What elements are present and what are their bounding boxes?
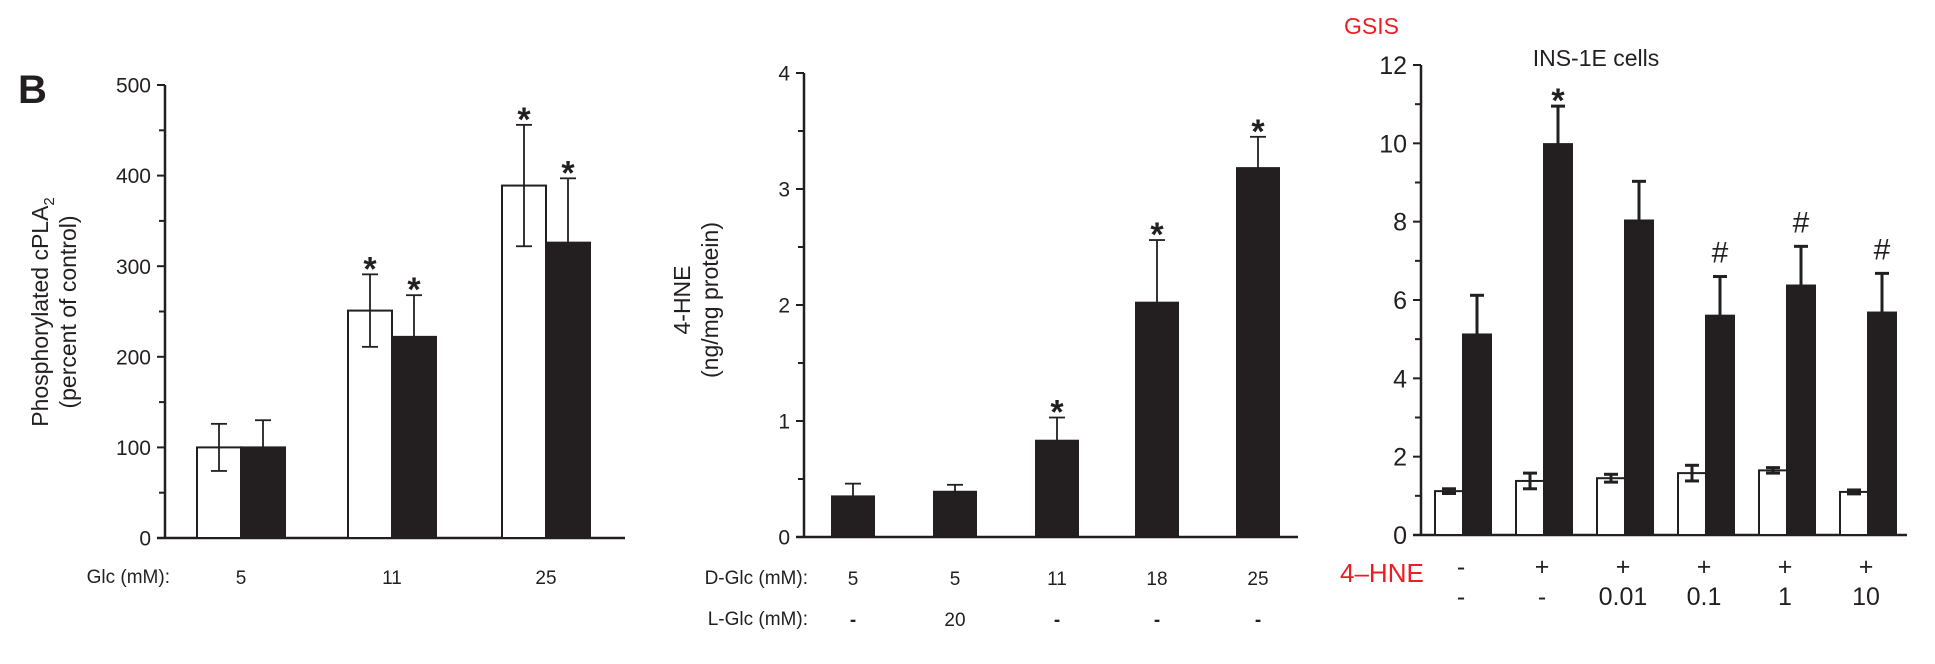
panel2-significance-marker: * xyxy=(1150,216,1164,254)
panel1-bar-filled xyxy=(391,335,437,540)
panel3-bar-open xyxy=(1677,472,1707,537)
panel1-significance-marker: * xyxy=(561,154,575,192)
panel2-bar-filled xyxy=(1236,167,1280,538)
panel3-category-label: 0.01 xyxy=(1599,583,1648,611)
panel3-bar-filled xyxy=(1462,333,1492,537)
panel2-category-label: 11 xyxy=(1047,569,1067,590)
panel3-bar-filled xyxy=(1867,311,1897,536)
panel2-category-label: - xyxy=(1255,610,1261,631)
panel3-bar-open xyxy=(1758,469,1788,536)
panel2-y-tick-label: 3 xyxy=(778,179,790,202)
panel1-ylabel-sub: 2 xyxy=(41,197,58,205)
panel3-category-label: 0.1 xyxy=(1687,583,1722,611)
panel3-row-label: 4–HNE xyxy=(1340,558,1424,588)
panel3-significance-marker: # xyxy=(1712,237,1729,270)
panel3-bar-filled xyxy=(1786,284,1816,536)
panel1-row-label: Glc (mM): xyxy=(87,567,170,588)
panel3-category-label: + xyxy=(1778,553,1793,581)
panel3-y-tick-label: 8 xyxy=(1393,209,1407,237)
panel3-significance-marker: # xyxy=(1874,233,1891,266)
panel3-category-label: - xyxy=(1538,583,1546,611)
panel2-significance-marker: * xyxy=(1050,394,1064,432)
panel1-ylabel-line2: (percent of control) xyxy=(55,215,81,408)
panel2-category-label: - xyxy=(850,610,856,631)
panel-label: B xyxy=(18,68,47,112)
panel2-row-label: D-Glc (mM): xyxy=(705,568,808,589)
panel1-category-label: 25 xyxy=(535,568,556,589)
panel3-significance-marker: * xyxy=(1551,82,1565,120)
panel2-category-label: 18 xyxy=(1146,569,1167,590)
panel2-significance-marker: * xyxy=(1251,113,1265,151)
panel1-y-tick-label: 500 xyxy=(116,75,151,98)
panel3-category-label: + xyxy=(1535,553,1550,581)
panel2-y-tick-label: 1 xyxy=(778,411,790,434)
panel1-ylabel: Phosphorylated cPLA2 (percent of control… xyxy=(27,197,81,427)
panel1-bar-filled xyxy=(240,446,286,539)
panel3-category-label: - xyxy=(1457,553,1465,581)
panel3-category-label: 10 xyxy=(1852,583,1880,611)
panel2-row-label: L-Glc (mM): xyxy=(708,609,808,630)
panel2-category-label: - xyxy=(1154,610,1160,631)
panel2-bar-filled xyxy=(1135,301,1179,538)
panel1-y-tick-label: 0 xyxy=(139,528,151,551)
panel3-bar-filled xyxy=(1705,314,1735,536)
panel2-y-tick-label: 0 xyxy=(778,527,790,550)
panel1-significance-marker: * xyxy=(407,271,421,309)
panel3-y-tick-label: 2 xyxy=(1393,444,1407,472)
panel2-ylabel-line1: 4-HNE xyxy=(669,265,695,334)
panel1-y-tick-label: 200 xyxy=(116,346,151,369)
panel1-significance-marker: * xyxy=(517,101,531,139)
panel3-category-label: - xyxy=(1457,583,1465,611)
panel2-category-label: 5 xyxy=(950,569,961,590)
panel2-ylabel: 4-HNE (ng/mg protein) xyxy=(669,222,723,378)
panel2-category-label: - xyxy=(1054,610,1060,631)
panel2-category-label: 20 xyxy=(944,610,965,631)
panel3-y-tick-label: 4 xyxy=(1393,365,1407,393)
panel3-bar-filled xyxy=(1543,143,1573,536)
panel3-title: INS-1E cells xyxy=(1533,45,1660,71)
panel1-category-label: 11 xyxy=(382,568,402,589)
panel3-category-label: + xyxy=(1859,553,1874,581)
panel3-y-tick-label: 6 xyxy=(1393,287,1407,315)
panel2-y-tick-label: 4 xyxy=(778,63,790,86)
panel1-y-tick-label: 300 xyxy=(116,256,151,279)
panel1-ylabel-line1: Phosphorylated cPLA xyxy=(27,205,53,427)
panel3-bar-open xyxy=(1434,490,1464,536)
panel3-significance-marker: # xyxy=(1793,206,1810,239)
panel3-bar-filled xyxy=(1624,219,1654,536)
panel3-y-tick-label: 0 xyxy=(1393,522,1407,550)
panel2-y-tick-label: 2 xyxy=(778,295,790,318)
panel3-corner-label: GSIS xyxy=(1344,13,1399,39)
panel2-bar-filled xyxy=(1035,439,1079,538)
panel2-bar-filled xyxy=(933,490,977,539)
panel2-category-label: 25 xyxy=(1247,569,1268,590)
svg-text:Phosphorylated cPLA2: Phosphorylated cPLA2 xyxy=(27,197,58,427)
panel3-bar-open xyxy=(1839,490,1869,536)
panel3-category-label: 1 xyxy=(1778,583,1792,611)
panel1-y-tick-label: 100 xyxy=(116,437,151,460)
panel3-bar-open xyxy=(1596,477,1626,537)
panel1-category-label: 5 xyxy=(236,568,247,589)
panel1-significance-marker: * xyxy=(363,250,377,288)
panel2-ylabel-line2: (ng/mg protein) xyxy=(697,222,723,378)
panel2-category-label: 5 xyxy=(848,569,859,590)
panel2-bar-filled xyxy=(831,495,875,538)
panel3-y-tick-label: 12 xyxy=(1379,52,1407,80)
panel3-category-label: + xyxy=(1697,553,1712,581)
panel3-y-tick-label: 10 xyxy=(1379,130,1407,158)
panel1-y-tick-label: 400 xyxy=(116,165,151,188)
panel1-bar-filled xyxy=(545,241,591,539)
panel3-category-label: + xyxy=(1616,553,1631,581)
